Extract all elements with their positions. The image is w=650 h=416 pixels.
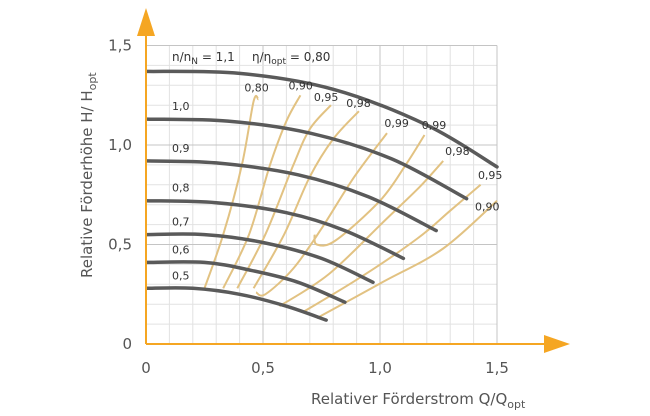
- efficiency-curve: [222, 94, 302, 289]
- plot-grid: [146, 45, 498, 344]
- efficiency-curve-label: 0,95: [314, 91, 339, 104]
- efficiency-curve-label: 0,99: [384, 117, 409, 130]
- speed-curve: [146, 260, 347, 304]
- efficiency-curve: [255, 132, 388, 297]
- curve-labels: 0,80 0,900,95 0,980,99 0,990,980,950,901,00…: [172, 79, 502, 282]
- speed-curve: [146, 286, 328, 322]
- speed-curve: [146, 69, 499, 169]
- x-tick-label: 1,5: [485, 359, 509, 377]
- tick-labels: 0 0,5 1,0 1,5 0 0,5 1,0 1,5: [108, 37, 509, 378]
- speed-curve: [146, 117, 469, 201]
- efficiency-curve-label: 0,90: [475, 201, 500, 214]
- efficiency-curve-label: 0,90: [288, 79, 313, 92]
- speed-curve: [146, 232, 375, 285]
- speed-curve: [146, 159, 438, 233]
- efficiency-curve-label: 0,95: [478, 169, 503, 182]
- y-tick-label: 0: [122, 335, 132, 353]
- speed-curve-label: 1,0: [172, 100, 190, 113]
- speed-curve-label: 0,9: [172, 142, 190, 155]
- y-tick-label: 1,0: [108, 136, 132, 154]
- efficiency-curve: [236, 104, 332, 289]
- speed-curve-label: 0,6: [172, 243, 190, 256]
- x-axis-title: Relativer Förderstrom Q/Qopt: [311, 390, 526, 411]
- x-axis-arrow-icon: [544, 335, 570, 353]
- efficiency-curve-label: 0,98: [445, 145, 470, 158]
- y-tick-label: 1,5: [108, 37, 132, 55]
- x-tick-label: 0,5: [251, 359, 275, 377]
- x-tick-label: 1,0: [368, 359, 392, 377]
- header-efficiency: η/ηopt = 0,80: [252, 50, 330, 67]
- y-axis-arrow-icon: [137, 8, 155, 36]
- efficiency-curve-label: 0,99: [422, 119, 447, 132]
- speed-curves: [146, 69, 499, 322]
- y-tick-label: 0,5: [108, 236, 132, 254]
- speed-curve-label: 0,7: [172, 216, 190, 229]
- y-axis-title: Relative Förderhöhe H/ Hopt: [78, 72, 99, 278]
- header-speed: n/nN = 1,1: [172, 50, 235, 67]
- efficiency-curve: [313, 134, 426, 247]
- speed-curve-label: 0,8: [172, 182, 190, 195]
- x-tick-label: 0: [141, 359, 151, 377]
- speed-curve: [146, 198, 406, 261]
- efficiency-curve-label: 0,80: [244, 81, 269, 94]
- efficiency-curve: [302, 184, 482, 314]
- efficiency-curve-label: 0,98: [346, 97, 371, 110]
- axes: [137, 8, 570, 353]
- speed-curve-label: 0,5: [172, 269, 190, 282]
